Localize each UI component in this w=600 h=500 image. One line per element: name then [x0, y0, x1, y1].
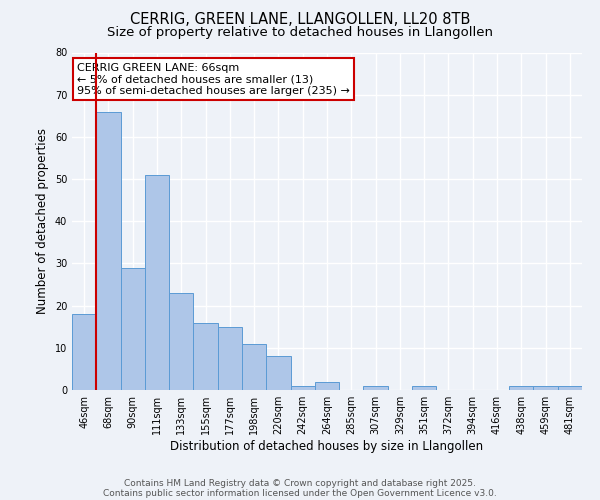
Text: CERRIG GREEN LANE: 66sqm
← 5% of detached houses are smaller (13)
95% of semi-de: CERRIG GREEN LANE: 66sqm ← 5% of detache…	[77, 62, 350, 96]
Bar	[72, 314, 96, 390]
Bar	[290, 386, 315, 390]
Bar	[558, 386, 582, 390]
Bar	[169, 293, 193, 390]
Bar	[509, 386, 533, 390]
Bar	[412, 386, 436, 390]
Y-axis label: Number of detached properties: Number of detached properties	[36, 128, 49, 314]
X-axis label: Distribution of detached houses by size in Llangollen: Distribution of detached houses by size …	[170, 440, 484, 453]
Text: Contains public sector information licensed under the Open Government Licence v3: Contains public sector information licen…	[103, 488, 497, 498]
Text: CERRIG, GREEN LANE, LLANGOLLEN, LL20 8TB: CERRIG, GREEN LANE, LLANGOLLEN, LL20 8TB	[130, 12, 470, 28]
Bar	[315, 382, 339, 390]
Bar	[242, 344, 266, 390]
Bar	[364, 386, 388, 390]
Text: Contains HM Land Registry data © Crown copyright and database right 2025.: Contains HM Land Registry data © Crown c…	[124, 478, 476, 488]
Text: Size of property relative to detached houses in Llangollen: Size of property relative to detached ho…	[107, 26, 493, 39]
Bar	[266, 356, 290, 390]
Bar	[533, 386, 558, 390]
Bar	[121, 268, 145, 390]
Bar	[96, 112, 121, 390]
Bar	[193, 322, 218, 390]
Bar	[145, 175, 169, 390]
Bar	[218, 326, 242, 390]
